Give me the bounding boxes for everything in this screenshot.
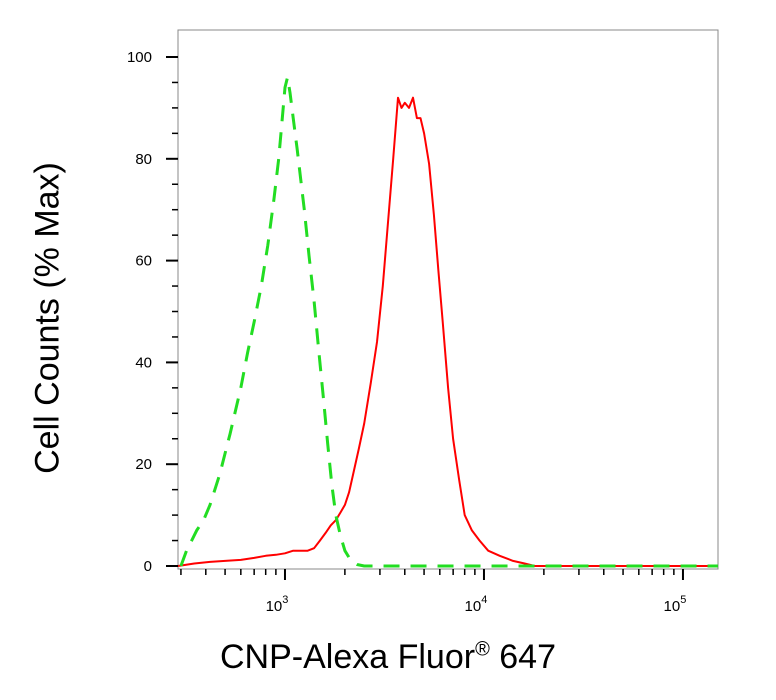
x-axis-label-mark: ® xyxy=(475,638,490,661)
y-axis: 0 20 40 60 80 100 xyxy=(127,49,178,575)
dashed-series-line xyxy=(179,75,718,568)
y-tick-label: 60 xyxy=(135,253,152,270)
x-tick-label: 103 xyxy=(266,594,289,615)
y-tick-label: 40 xyxy=(135,354,152,371)
y-tick-label: 80 xyxy=(135,151,152,168)
y-axis-label: Cell Counts (% Max) xyxy=(28,162,67,474)
y-tick-label: 100 xyxy=(127,49,152,66)
x-tick-label: 105 xyxy=(664,594,687,615)
series-curves xyxy=(177,75,718,568)
y-tick-label: 0 xyxy=(144,558,152,575)
y-tick-label: 20 xyxy=(135,456,152,473)
x-axis-label: CNP-Alexa Fluor® 647 xyxy=(0,638,776,677)
solid-series-line xyxy=(177,96,718,567)
x-axis: 103 104 105 xyxy=(180,569,687,615)
plot-frame xyxy=(177,29,719,570)
x-axis-label-suffix: 647 xyxy=(489,638,556,676)
x-axis-label-main: CNP-Alexa Fluor xyxy=(219,638,476,676)
x-tick-label: 104 xyxy=(465,594,488,615)
